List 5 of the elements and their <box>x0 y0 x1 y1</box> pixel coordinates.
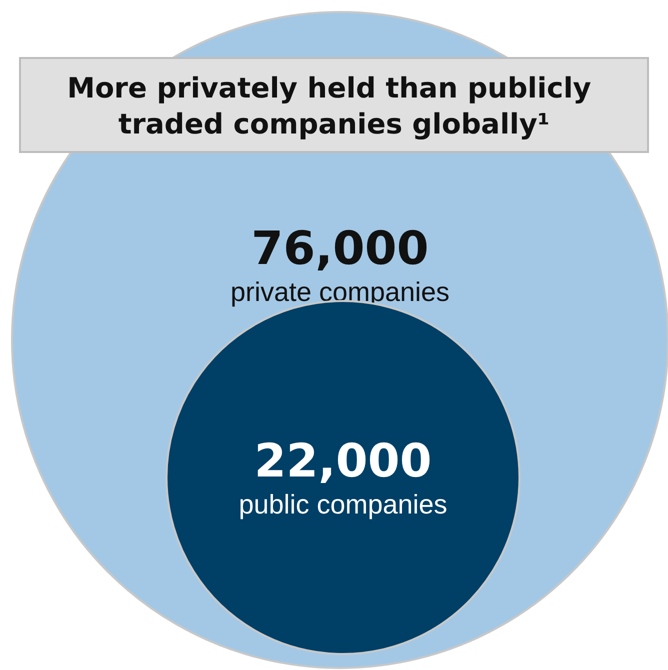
data-label: 76,000 <box>251 221 429 275</box>
category-label: private companies <box>230 277 450 307</box>
category-label: public companies <box>238 490 448 520</box>
text: More privately held than publicly traded companies globally¹ <box>67 72 601 140</box>
data-label: 22,000 <box>254 434 432 488</box>
